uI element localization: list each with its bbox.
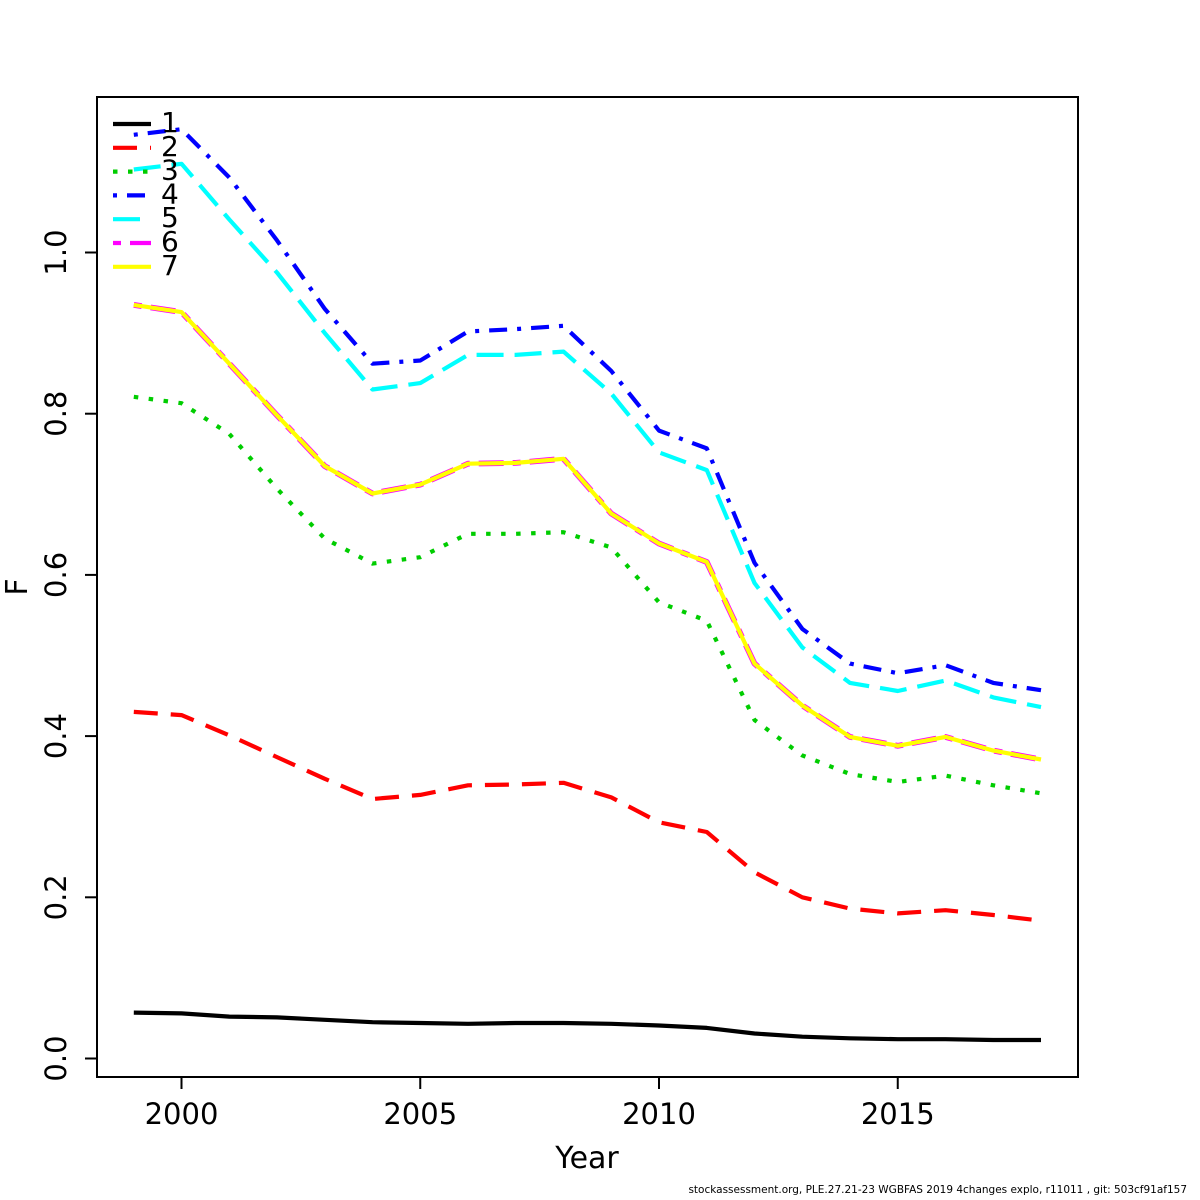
legend-item-6: 6 bbox=[113, 225, 179, 258]
legend-label: 4 bbox=[161, 177, 179, 210]
legend-item-2: 2 bbox=[113, 130, 179, 163]
legend-label: 1 bbox=[161, 106, 179, 139]
x-tick-label: 2005 bbox=[383, 1097, 457, 1131]
plot-box bbox=[96, 96, 1079, 1078]
legend-item-7: 7 bbox=[113, 249, 179, 282]
legend-label: 7 bbox=[161, 249, 179, 282]
y-tick-label: 0.0 bbox=[39, 1035, 73, 1081]
y-tick-label: 0.6 bbox=[39, 552, 73, 598]
y-tick-label: 1.0 bbox=[39, 229, 73, 275]
y-tick-label: 0.2 bbox=[39, 874, 73, 920]
legend-label: 5 bbox=[161, 201, 179, 234]
series-line-7 bbox=[133, 302, 1042, 762]
series-line-1 bbox=[133, 1010, 1041, 1043]
x-tick-label: 2010 bbox=[622, 1097, 696, 1131]
y-tick-label: 0.4 bbox=[39, 713, 73, 759]
legend-label: 6 bbox=[161, 225, 179, 258]
legend-item-4: 4 bbox=[113, 177, 179, 210]
x-tick-label: 2000 bbox=[145, 1097, 219, 1131]
legend-item-5: 5 bbox=[113, 201, 179, 234]
x-axis-title: Year bbox=[554, 1141, 619, 1176]
footer-text: stockassessment.org, PLE.27.21-23 WGBFAS… bbox=[688, 1184, 1187, 1196]
x-tick-label: 2015 bbox=[861, 1097, 935, 1131]
y-axis-title: F bbox=[0, 578, 35, 595]
series-line-2 bbox=[133, 709, 1042, 923]
legend-label: 2 bbox=[161, 130, 179, 163]
y-tick-label: 0.8 bbox=[39, 391, 73, 437]
legend-item-1: 1 bbox=[113, 106, 179, 139]
legend-label: 3 bbox=[161, 154, 179, 187]
series-line-5 bbox=[133, 161, 1042, 710]
series-line-3 bbox=[133, 394, 1042, 796]
legend-item-3: 3 bbox=[113, 154, 179, 187]
